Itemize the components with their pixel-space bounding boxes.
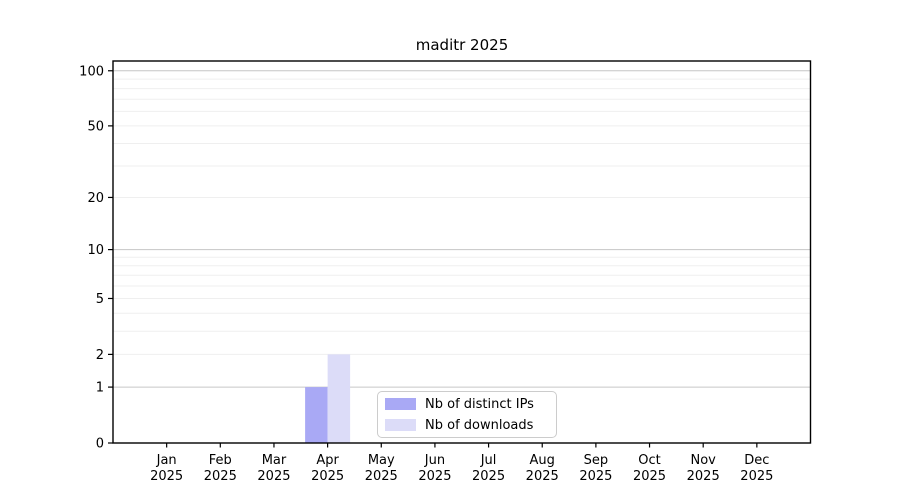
bar-nb-of-downloads-apr-2025 xyxy=(327,354,351,443)
legend-swatch-distinct-ips xyxy=(385,398,416,410)
y-tick-label: 5 xyxy=(96,292,104,307)
x-tick-label-year: 2025 xyxy=(204,469,237,484)
x-tick-label-month: May xyxy=(368,453,395,468)
x-tick-label-month: Apr xyxy=(316,453,339,468)
x-tick-label-month: Oct xyxy=(638,453,660,468)
x-tick-label-month: Jun xyxy=(424,453,445,468)
x-tick-label-year: 2025 xyxy=(257,469,290,484)
y-tick-label: 100 xyxy=(79,64,104,79)
x-tick-label-month: Jul xyxy=(480,453,497,468)
y-tick-label: 2 xyxy=(96,348,104,363)
y-tick-label: 20 xyxy=(87,191,104,206)
plot-border xyxy=(112,60,812,444)
x-tick-label-year: 2025 xyxy=(526,469,559,484)
chart-title: maditr 2025 xyxy=(415,36,509,54)
y-tick-label: 10 xyxy=(87,243,104,258)
x-tick-label-month: Sep xyxy=(584,453,609,468)
x-tick-label-month: Dec xyxy=(744,453,769,468)
legend-swatch-downloads xyxy=(385,419,416,431)
x-tick-label-year: 2025 xyxy=(311,469,344,484)
x-tick-label-year: 2025 xyxy=(579,469,612,484)
legend-item-distinct-ips: Nb of distinct IPs xyxy=(385,396,556,412)
x-tick-label-month: Mar xyxy=(262,453,287,468)
legend: Nb of distinct IPs Nb of downloads xyxy=(377,391,557,438)
x-tick-label-month: Nov xyxy=(691,453,717,468)
x-tick-label-month: Jan xyxy=(156,453,177,468)
y-tick-label: 0 xyxy=(96,437,104,452)
y-tick-label: 50 xyxy=(87,119,104,134)
y-tick-label: 1 xyxy=(96,381,104,396)
bar-nb-of-distinct-ips-apr-2025 xyxy=(305,387,328,443)
x-tick-label-year: 2025 xyxy=(150,469,183,484)
x-tick-label-year: 2025 xyxy=(740,469,773,484)
x-tick-label-year: 2025 xyxy=(472,469,505,484)
x-tick-label-month: Aug xyxy=(530,453,555,468)
legend-label-distinct-ips: Nb of distinct IPs xyxy=(425,396,534,412)
x-tick-label-year: 2025 xyxy=(633,469,666,484)
legend-label-downloads: Nb of downloads xyxy=(425,417,534,433)
legend-item-downloads: Nb of downloads xyxy=(385,417,556,433)
x-tick-label-month: Feb xyxy=(209,453,232,468)
x-tick-label-year: 2025 xyxy=(418,469,451,484)
x-tick-label-year: 2025 xyxy=(687,469,720,484)
x-tick-label-year: 2025 xyxy=(365,469,398,484)
